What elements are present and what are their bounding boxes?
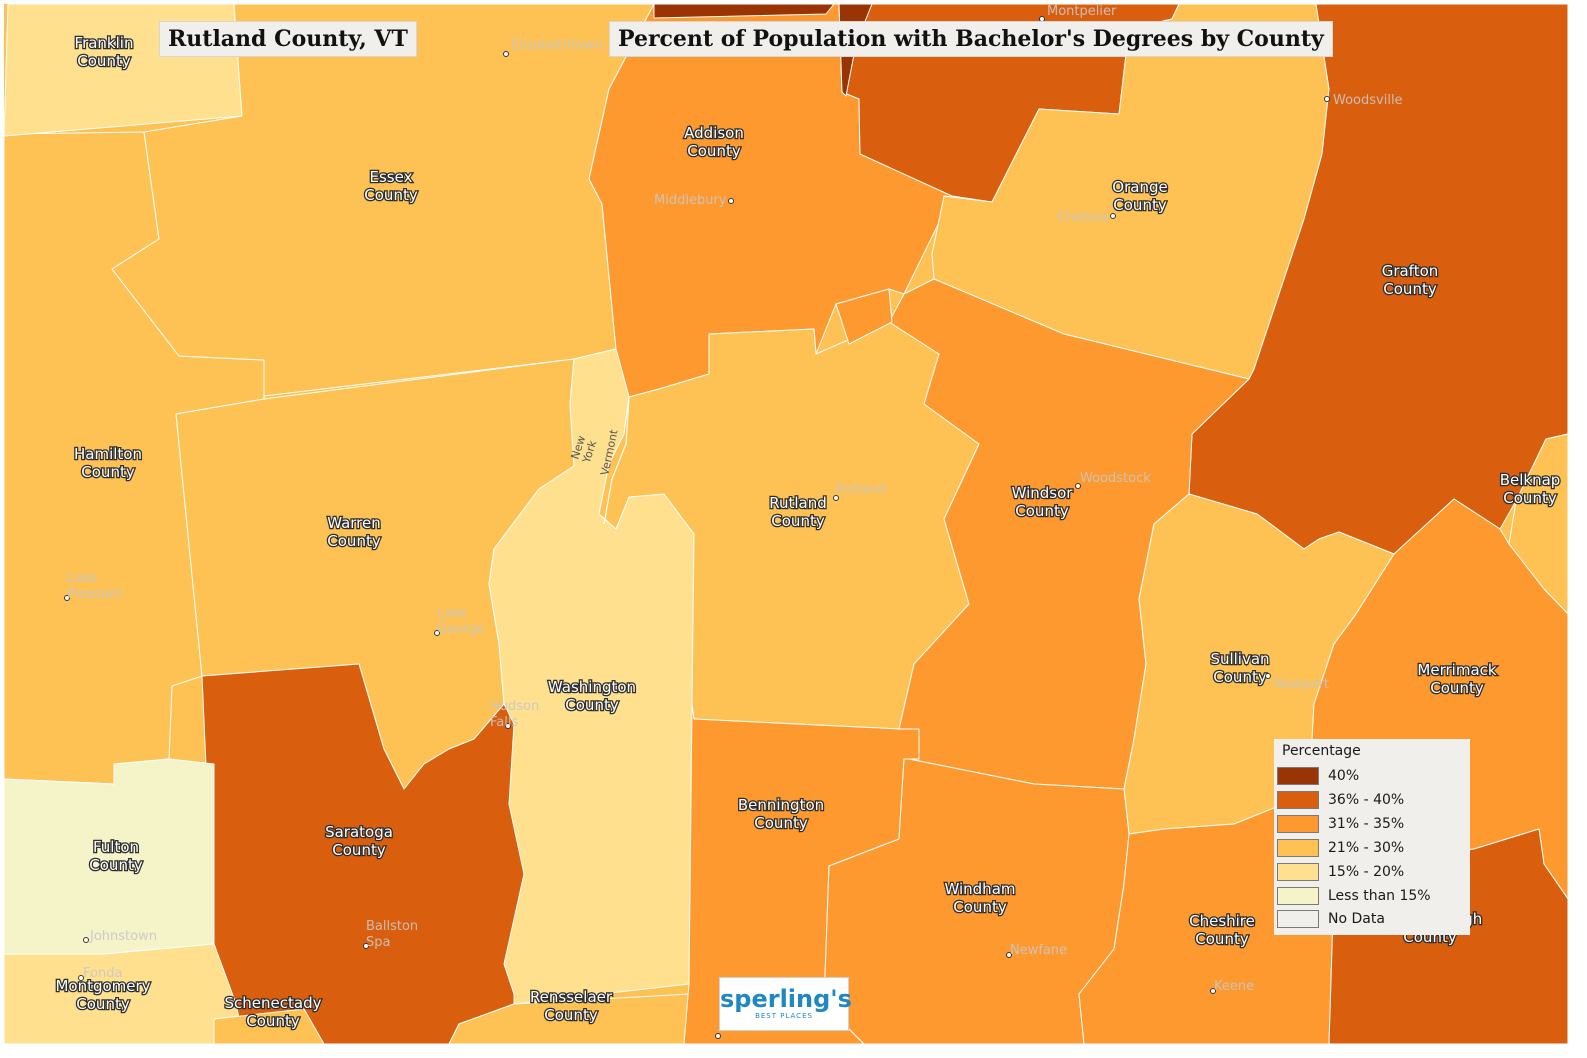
county-label: Hamilton County bbox=[74, 445, 142, 481]
city-marker[interactable] bbox=[1324, 96, 1330, 102]
legend-label: 31% - 35% bbox=[1328, 816, 1405, 832]
legend-swatch bbox=[1277, 910, 1319, 928]
legend-swatch bbox=[1277, 815, 1319, 833]
map-area[interactable]: Franklin County Essex County Addison County Or… bbox=[4, 4, 1568, 1044]
map-title-right: Percent of Population with Bachelor's De… bbox=[609, 21, 1333, 57]
city-marker[interactable] bbox=[1110, 213, 1116, 219]
legend-label: Less than 15% bbox=[1328, 888, 1431, 904]
city-marker[interactable] bbox=[505, 723, 511, 729]
county-small-addison[interactable] bbox=[835, 288, 893, 345]
legend-item: 15% - 20% bbox=[1277, 863, 1467, 883]
county-label: Grafton County bbox=[1382, 262, 1439, 298]
county-label: Rutland County bbox=[769, 494, 827, 530]
county-label: Orange County bbox=[1112, 178, 1167, 214]
city-marker[interactable] bbox=[1075, 483, 1081, 489]
county-label: Addison County bbox=[684, 124, 744, 160]
county-label: Cheshire County bbox=[1189, 912, 1255, 948]
county-label: Belknap County bbox=[1500, 471, 1561, 507]
city-label: Keene bbox=[1214, 979, 1254, 994]
city-marker[interactable] bbox=[1265, 673, 1271, 679]
county-label: Saratoga County bbox=[325, 823, 393, 859]
city-label: Middlebury bbox=[654, 193, 727, 208]
legend-label: 21% - 30% bbox=[1328, 840, 1405, 856]
county-label: Fulton County bbox=[89, 838, 143, 874]
city-label: Elizabethtown bbox=[511, 38, 603, 53]
legend-item: 36% - 40% bbox=[1277, 791, 1467, 811]
county-label: Essex County bbox=[364, 168, 418, 204]
state-label-new-york: NewYork bbox=[568, 434, 600, 466]
legend-title: Percentage bbox=[1282, 743, 1361, 759]
legend-swatch bbox=[1277, 839, 1319, 857]
city-marker[interactable] bbox=[64, 595, 70, 601]
city-label: Chelsea bbox=[1057, 210, 1109, 225]
legend-label: No Data bbox=[1328, 911, 1385, 927]
legend-swatch bbox=[1277, 791, 1319, 809]
city-marker[interactable] bbox=[78, 975, 84, 981]
legend-item: Less than 15% bbox=[1277, 887, 1467, 907]
county-label: Schenectady County bbox=[225, 994, 322, 1030]
legend-item: 40% bbox=[1277, 767, 1467, 787]
city-label: Fonda bbox=[83, 966, 122, 981]
county-schenectady[interactable] bbox=[213, 1008, 325, 1044]
legend: Percentage 40% 36% - 40% 31% - 35% 21% -… bbox=[1274, 739, 1470, 935]
city-label: Hudson Falls bbox=[490, 699, 539, 730]
city-marker[interactable] bbox=[715, 1033, 721, 1039]
county-label: Washington County bbox=[548, 678, 636, 714]
legend-swatch bbox=[1277, 887, 1319, 905]
county-label: Sullivan County bbox=[1210, 650, 1269, 686]
city-marker[interactable] bbox=[83, 937, 89, 943]
county-label: Rensselaer County bbox=[530, 988, 613, 1024]
county-darkest[interactable] bbox=[653, 4, 873, 97]
city-label: Lake George bbox=[437, 606, 484, 637]
county-montgomery[interactable] bbox=[4, 943, 245, 1044]
city-label: Montpelier bbox=[1047, 4, 1117, 19]
legend-swatch bbox=[1277, 767, 1319, 785]
county-label: Montgomery County bbox=[55, 977, 150, 1013]
legend-item: 21% - 30% bbox=[1277, 839, 1467, 859]
legend-item: 31% - 35% bbox=[1277, 815, 1467, 835]
county-label: Warren County bbox=[327, 514, 381, 550]
county-label: Franklin County bbox=[75, 34, 134, 70]
city-label: Newport bbox=[1274, 677, 1329, 692]
county-label: Windsor County bbox=[1012, 484, 1074, 520]
city-label: Johnstown bbox=[89, 929, 157, 944]
city-marker[interactable] bbox=[1210, 988, 1216, 994]
legend-item: No Data bbox=[1277, 910, 1467, 930]
state-boundary bbox=[603, 396, 630, 525]
logo-sub-text: BEST PLACES bbox=[755, 1012, 813, 1020]
city-marker[interactable] bbox=[363, 943, 369, 949]
legend-label: 40% bbox=[1328, 768, 1360, 784]
city-label: Newfane bbox=[1010, 943, 1067, 958]
city-marker[interactable] bbox=[728, 198, 734, 204]
county-label: Bennington County bbox=[738, 796, 824, 832]
legend-label: 15% - 20% bbox=[1328, 864, 1405, 880]
county-saratoga[interactable] bbox=[201, 663, 525, 1044]
city-marker[interactable] bbox=[833, 495, 839, 501]
sperlings-logo[interactable]: sperling's BEST PLACES bbox=[719, 977, 852, 1031]
county-label: Windham County bbox=[944, 880, 1015, 916]
city-label: Rutland bbox=[836, 482, 886, 497]
city-marker[interactable] bbox=[1006, 952, 1012, 958]
city-label: Lake Pleasant bbox=[67, 571, 123, 602]
map-title-left: Rutland County, VT bbox=[159, 21, 417, 57]
city-marker[interactable] bbox=[434, 630, 440, 636]
city-marker[interactable] bbox=[503, 51, 509, 57]
county-label: Merrimack County bbox=[1417, 661, 1496, 697]
city-label: Woodsville bbox=[1333, 93, 1403, 108]
legend-label: 36% - 40% bbox=[1328, 792, 1405, 808]
logo-main-text: sperling's bbox=[720, 985, 852, 1013]
city-label: Woodstock bbox=[1080, 471, 1151, 486]
city-label: Ballston Spa bbox=[366, 919, 418, 950]
legend-swatch bbox=[1277, 863, 1319, 881]
